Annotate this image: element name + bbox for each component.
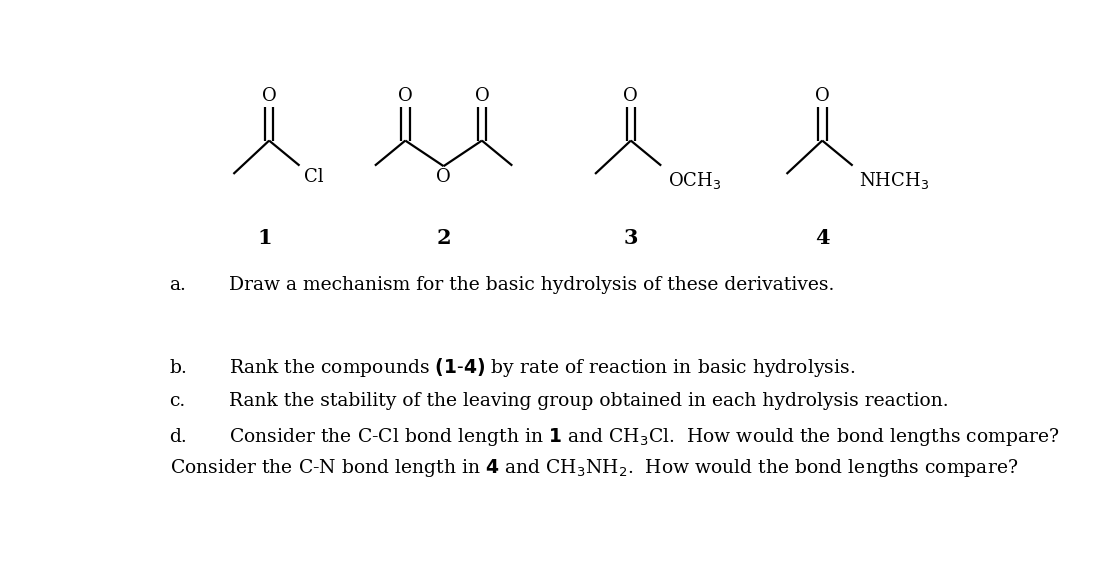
- Text: 2: 2: [436, 228, 451, 249]
- Text: b.: b.: [169, 358, 188, 376]
- Text: 4: 4: [815, 228, 830, 249]
- Text: O: O: [397, 87, 413, 105]
- Text: 1: 1: [258, 228, 272, 249]
- Text: OCH$_3$: OCH$_3$: [668, 170, 721, 191]
- Text: O: O: [474, 87, 490, 105]
- Text: d.: d.: [169, 428, 188, 446]
- Text: O: O: [261, 87, 277, 105]
- Text: c.: c.: [169, 392, 186, 410]
- Text: NHCH$_3$: NHCH$_3$: [860, 170, 930, 191]
- Text: Consider the C-N bond length in $\mathbf{4}$ and CH$_3$NH$_2$.  How would the bo: Consider the C-N bond length in $\mathbf…: [169, 457, 1018, 479]
- Text: a.: a.: [169, 276, 187, 294]
- Text: Draw a mechanism for the basic hydrolysis of these derivatives.: Draw a mechanism for the basic hydrolysi…: [229, 276, 834, 294]
- Text: 3: 3: [624, 228, 638, 249]
- Text: O: O: [815, 87, 830, 105]
- Text: Rank the compounds $\mathbf{(1\text{-}4)}$ by rate of reaction in basic hydrolys: Rank the compounds $\mathbf{(1\text{-}4)…: [229, 356, 855, 379]
- Text: O: O: [436, 168, 451, 186]
- Text: Consider the C-Cl bond length in $\mathbf{1}$ and CH$_3$Cl.  How would the bond : Consider the C-Cl bond length in $\mathb…: [229, 425, 1060, 447]
- Text: O: O: [624, 87, 638, 105]
- Text: Rank the stability of the leaving group obtained in each hydrolysis reaction.: Rank the stability of the leaving group …: [229, 392, 949, 410]
- Text: Cl: Cl: [304, 168, 324, 186]
